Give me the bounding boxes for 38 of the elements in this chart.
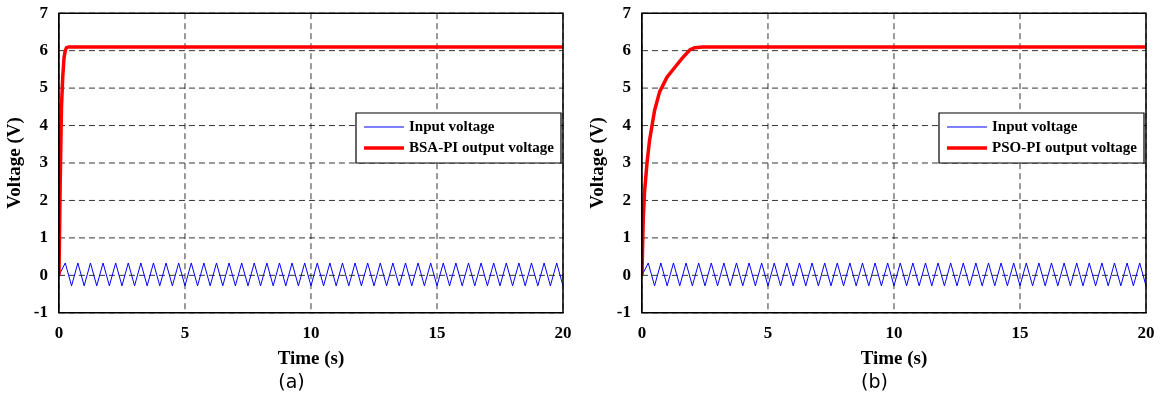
y-tick-label: 3 <box>39 152 48 172</box>
text: (b) <box>860 370 889 394</box>
x-axis-title: Time (s) <box>860 346 928 369</box>
x-tick-label: 10 <box>885 323 903 343</box>
y-tick-label: 2 <box>39 189 48 209</box>
y-tick-label: 2 <box>622 189 631 209</box>
y-tick-label: -1 <box>33 302 48 322</box>
legend-label: Input voltage <box>992 117 1078 134</box>
x-axis-title: Time (s) <box>277 346 345 369</box>
legend-label: Input voltage <box>408 117 495 134</box>
text: (a) <box>277 370 306 394</box>
y-tick-label: 4 <box>39 114 49 134</box>
y-tick-label: 1 <box>39 227 48 247</box>
y-tick-label: 0 <box>39 264 48 284</box>
x-tick-label: 20 <box>1137 323 1155 343</box>
x-tick-label: 0 <box>637 323 647 343</box>
y-tick-label: 0 <box>622 264 631 284</box>
x-tick-label: 0 <box>54 323 64 343</box>
y-tick-label: 6 <box>622 40 631 60</box>
y-tick-label: 7 <box>622 2 632 22</box>
y-tick-label: 4 <box>622 114 632 134</box>
y-tick-label: 3 <box>622 152 631 172</box>
y-tick-label: 5 <box>39 77 48 97</box>
legend-label: PSO-PI output voltage <box>992 138 1138 155</box>
x-tick-label: 10 <box>302 323 320 343</box>
y-tick-label: -1 <box>616 302 631 322</box>
y-axis-title: Voltage (V) <box>586 117 609 209</box>
legend-label: BSA-PI output voltage <box>408 138 555 155</box>
y-tick-label: 6 <box>39 40 48 60</box>
y-tick-label: 7 <box>39 2 49 22</box>
x-tick-label: 20 <box>554 323 572 343</box>
x-tick-label: 5 <box>763 323 773 343</box>
y-axis-title: Voltage (V) <box>3 117 26 209</box>
y-tick-label: 1 <box>622 227 631 247</box>
x-tick-label: 15 <box>1011 323 1029 343</box>
x-tick-label: 15 <box>428 323 446 343</box>
x-tick-label: 5 <box>180 323 190 343</box>
y-tick-label: 5 <box>622 77 631 97</box>
